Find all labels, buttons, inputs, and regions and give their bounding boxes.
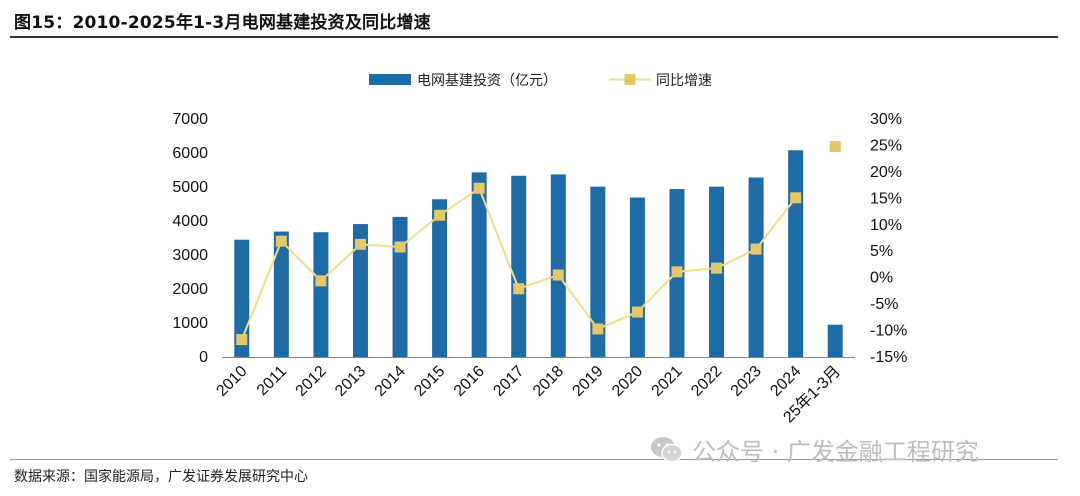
x-tick-label: 2010 <box>213 363 250 400</box>
x-tick-label: 2018 <box>530 363 567 400</box>
legend-swatch-marker <box>624 74 636 85</box>
x-tick-label: 2019 <box>569 363 606 400</box>
bar <box>352 224 368 357</box>
x-tick-label: 2023 <box>728 363 765 400</box>
bar <box>788 150 804 357</box>
left-tick-label: 7000 <box>172 111 208 128</box>
bar <box>629 197 645 357</box>
right-tick-label: -5% <box>870 296 898 313</box>
right-tick-label: -15% <box>870 349 907 366</box>
right-tick-label: 0% <box>870 270 893 287</box>
bar-series <box>234 150 843 357</box>
growth-point <box>829 141 841 153</box>
left-tick-label: 2000 <box>172 281 208 298</box>
figure-title: 图15：2010-2025年1-3月电网基建投资及同比增速 <box>14 13 431 33</box>
left-tick-label: 4000 <box>172 213 208 230</box>
x-tick-label: 2024 <box>767 363 804 400</box>
growth-point <box>750 243 762 255</box>
x-tick-label: 2015 <box>411 363 448 400</box>
growth-point <box>711 262 723 274</box>
growth-point <box>592 323 604 335</box>
x-tick-label: 2016 <box>451 363 488 400</box>
x-tick-label: 2017 <box>490 363 527 400</box>
right-axis: -15% -10% -5% 0% 5% 10% 15% 20% 25% 30% <box>870 111 907 366</box>
growth-point <box>315 275 327 287</box>
bar <box>748 177 764 357</box>
growth-point <box>434 209 446 221</box>
legend-label-bar: 电网基建投资（亿元） <box>417 72 557 89</box>
growth-point <box>394 241 406 253</box>
growth-point <box>631 306 643 318</box>
right-tick-label: 25% <box>870 137 902 154</box>
left-tick-label: 6000 <box>172 145 208 162</box>
left-tick-label: 0 <box>199 349 208 366</box>
bar <box>590 186 606 357</box>
x-tick-label: 2012 <box>293 363 330 400</box>
x-tick-label: 2020 <box>609 363 646 400</box>
bar <box>471 172 487 357</box>
x-tick-label: 2014 <box>372 363 409 400</box>
line-series <box>236 141 841 346</box>
bar <box>432 199 448 357</box>
growth-point <box>513 283 525 295</box>
footer-divider <box>10 459 1058 460</box>
legend-label-line: 同比增速 <box>656 73 712 89</box>
right-tick-label: 10% <box>870 217 902 234</box>
left-tick-label: 1000 <box>172 315 208 332</box>
bar <box>511 175 527 357</box>
x-axis: 2010 2011 2012 2013 2014 2015 2016 2017 2018 2019… <box>213 357 855 426</box>
left-tick-label: 3000 <box>172 247 208 264</box>
x-tick-label: 2013 <box>332 363 369 400</box>
bar <box>313 232 329 357</box>
growth-point <box>552 269 564 281</box>
right-tick-label: 30% <box>870 111 902 128</box>
bar <box>550 174 566 357</box>
x-tick-label: 2022 <box>688 363 725 400</box>
watermark: 公众号 · 广发金融工程研究 <box>650 432 979 467</box>
left-axis: 0 1000 2000 3000 4000 5000 6000 7000 <box>172 111 208 366</box>
title-bar <box>10 6 1058 38</box>
source-note: 数据来源：国家能源局，广发证券发展研究中心 <box>14 469 308 485</box>
wechat-icon <box>651 436 683 462</box>
legend: 电网基建投资（亿元） 同比增速 <box>369 72 712 89</box>
growth-point <box>671 266 683 278</box>
watermark-text: 公众号 · 广发金融工程研究 <box>692 438 979 466</box>
bar <box>273 231 289 357</box>
growth-point <box>473 182 485 194</box>
growth-point <box>790 192 802 204</box>
growth-point <box>354 238 366 250</box>
right-tick-label: 5% <box>870 243 893 260</box>
bar <box>392 216 408 357</box>
bar <box>827 324 843 357</box>
left-tick-label: 5000 <box>172 179 208 196</box>
legend-swatch-bar <box>369 74 411 85</box>
x-tick-label: 2021 <box>649 363 686 400</box>
right-tick-label: -10% <box>870 323 907 340</box>
x-tick-label: 2011 <box>254 363 290 399</box>
right-tick-label: 20% <box>870 164 902 181</box>
growth-point <box>275 235 287 247</box>
growth-point <box>236 334 248 346</box>
right-tick-label: 15% <box>870 190 902 207</box>
